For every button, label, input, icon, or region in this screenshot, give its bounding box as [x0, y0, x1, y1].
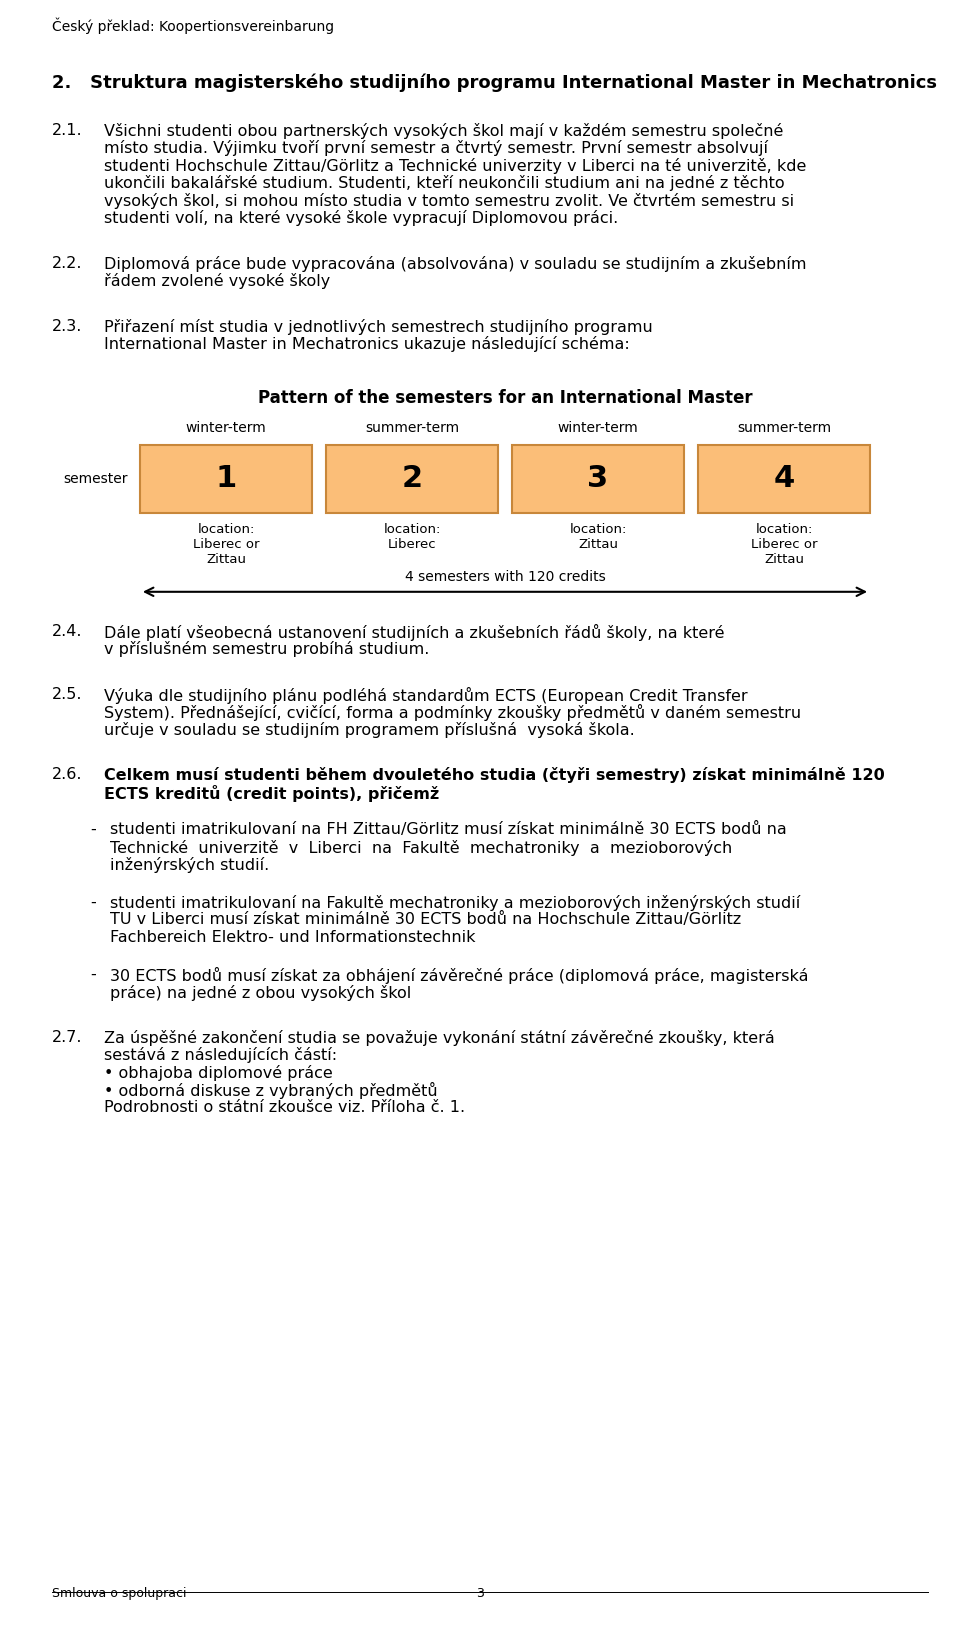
Text: 2.7.: 2.7. [52, 1031, 83, 1045]
Text: řádem zvolené vysoké školy: řádem zvolené vysoké školy [104, 274, 330, 290]
Text: studenti Hochschule Zittau/Görlitz a Technické univerzity v Liberci na té univer: studenti Hochschule Zittau/Görlitz a Tec… [104, 158, 806, 174]
Text: inženýrských studií.: inženýrských studií. [110, 856, 269, 873]
Text: vysokých škol, si mohou místo studia v tomto semestru zvolit. Ve čtvrtém semestr: vysokých škol, si mohou místo studia v t… [104, 194, 794, 208]
Text: International Master in Mechatronics ukazuje následující schéma:: International Master in Mechatronics uka… [104, 337, 630, 352]
Text: Liberec or: Liberec or [193, 537, 259, 550]
Text: -: - [90, 822, 96, 837]
Text: Přiřazení míst studia v jednotlivých semestrech studijního programu: Přiřazení míst studia v jednotlivých sem… [104, 319, 653, 335]
Text: Liberec or: Liberec or [751, 537, 817, 550]
Text: 30 ECTS bodů musí získat za obhájení závěrečné práce (diplomová práce, magisters: 30 ECTS bodů musí získat za obhájení záv… [110, 967, 808, 983]
Text: • odborná diskuse z vybraných předmětů: • odborná diskuse z vybraných předmětů [104, 1083, 438, 1099]
Text: 2.3.: 2.3. [52, 319, 83, 334]
Text: summer-term: summer-term [737, 420, 831, 435]
Text: location:: location: [756, 523, 813, 536]
Text: místo studia. Výjimku tvoří první semestr a čtvrtý semestr. První semestr absolv: místo studia. Výjimku tvoří první semest… [104, 140, 768, 156]
Text: ukončili bakalářské studium. Studenti, kteří neukončili studium ani na jedné z t: ukončili bakalářské studium. Studenti, k… [104, 176, 784, 192]
Bar [140, 444, 312, 513]
Text: Smlouva o spolupraci: Smlouva o spolupraci [52, 1587, 186, 1600]
Text: Fachbereich Elektro- und Informationstechnik: Fachbereich Elektro- und Informationstec… [110, 930, 475, 944]
Text: Dále platí všeobecná ustanovení studijních a zkušebních řádů školy, na které: Dále platí všeobecná ustanovení studijní… [104, 624, 725, 641]
Text: Technické  univerzitě  v  Liberci  na  Fakultě  mechatroniky  a  mezioborových: Technické univerzitě v Liberci na Fakult… [110, 840, 732, 856]
Text: práce) na jedné z obou vysokých škol: práce) na jedné z obou vysokých škol [110, 985, 411, 1001]
Text: Zittau: Zittau [764, 554, 804, 567]
Text: 2: 2 [401, 464, 422, 493]
Text: v příslušném semestru probíhá studium.: v příslušném semestru probíhá studium. [104, 641, 429, 658]
Text: studenti imatrikulovaní na FH Zittau/Görlitz musí získat minimálně 30 ECTS bodů : studenti imatrikulovaní na FH Zittau/Gör… [110, 822, 787, 837]
Text: 3: 3 [476, 1587, 484, 1600]
Text: 4 semesters with 120 credits: 4 semesters with 120 credits [404, 570, 606, 584]
Text: Diplomová práce bude vypracována (absolvována) v souladu se studijním a zkušební: Diplomová práce bude vypracována (absolv… [104, 256, 806, 272]
Bar [326, 444, 498, 513]
Text: Za úspěšné zakončení studia se považuje vykonání státní závěrečné zkoušky, která: Za úspěšné zakončení studia se považuje … [104, 1031, 775, 1047]
Text: studenti imatrikulovaní na Fakultě mechatroniky a mezioborových inženýrských stu: studenti imatrikulovaní na Fakultě mecha… [110, 895, 801, 910]
Text: TU v Liberci musí získat minimálně 30 ECTS bodů na Hochschule Zittau/Görlitz: TU v Liberci musí získat minimálně 30 EC… [110, 912, 741, 926]
Bar [698, 444, 870, 513]
Text: Český překlad: Koopertionsvereinbarung: Český překlad: Koopertionsvereinbarung [52, 18, 334, 34]
Text: location:: location: [383, 523, 441, 536]
Text: ECTS kreditů (credit points), přičemž: ECTS kreditů (credit points), přičemž [104, 785, 440, 801]
Text: studenti volí, na které vysoké škole vypracují Diplomovou práci.: studenti volí, na které vysoké škole vyp… [104, 210, 618, 226]
Text: summer-term: summer-term [365, 420, 459, 435]
Text: 2.5.: 2.5. [52, 687, 83, 702]
Text: System). Přednášející, cvičící, forma a podmínky zkoušky předmětů v daném semest: System). Přednášející, cvičící, forma a … [104, 705, 802, 721]
Text: Výuka dle studijního plánu podléhá standardům ECTS (European Credit Transfer: Výuka dle studijního plánu podléhá stand… [104, 687, 748, 703]
Text: Zittau: Zittau [578, 537, 618, 550]
Text: určuje v souladu se studijním programem příslušná  vysoká škola.: určuje v souladu se studijním programem … [104, 721, 635, 737]
Text: 1: 1 [215, 464, 236, 493]
Text: Celkem musí studenti během dvouletého studia (čtyři semestry) získat minimálně 1: Celkem musí studenti během dvouletého st… [104, 767, 885, 783]
Text: winter-term: winter-term [185, 420, 266, 435]
Text: Všichni studenti obou partnerských vysokých škol mají v každém semestru společné: Všichni studenti obou partnerských vysok… [104, 124, 783, 138]
Text: 4: 4 [774, 464, 795, 493]
Bar [512, 444, 684, 513]
Text: semester: semester [63, 472, 128, 485]
Text: -: - [90, 895, 96, 910]
Text: 3: 3 [588, 464, 609, 493]
Text: location:: location: [569, 523, 627, 536]
Text: -: - [90, 967, 96, 982]
Text: 2.1.: 2.1. [52, 124, 83, 138]
Text: location:: location: [198, 523, 254, 536]
Text: 2.6.: 2.6. [52, 767, 83, 781]
Text: Pattern of the semesters for an International Master: Pattern of the semesters for an Internat… [257, 389, 753, 407]
Text: Zittau: Zittau [206, 554, 246, 567]
Text: Liberec: Liberec [388, 537, 436, 550]
Text: • obhajoba diplomové práce: • obhajoba diplomové práce [104, 1065, 333, 1081]
Text: winter-term: winter-term [558, 420, 638, 435]
Text: Podrobnosti o státní zkoušce viz. Příloha č. 1.: Podrobnosti o státní zkoušce viz. Příloh… [104, 1101, 466, 1115]
Text: 2.2.: 2.2. [52, 256, 83, 270]
Text: 2.   Struktura magisterského studijního programu International Master in Mechatr: 2. Struktura magisterského studijního pr… [52, 73, 937, 91]
Text: sestává z následujících částí:: sestává z následujících částí: [104, 1047, 337, 1063]
Text: 2.4.: 2.4. [52, 624, 83, 638]
